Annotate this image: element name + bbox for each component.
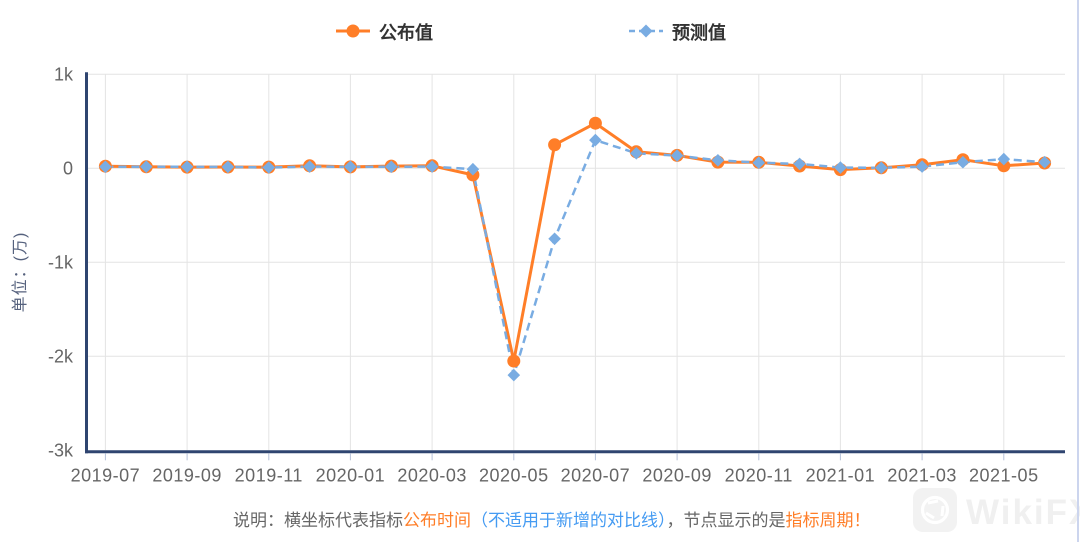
y-tick-label: 1k xyxy=(54,64,74,84)
x-tick-label: 2020-09 xyxy=(642,465,712,485)
forecast-point[interactable] xyxy=(548,232,561,246)
forecast-point[interactable] xyxy=(630,147,643,160)
footnote-prefix: 说明：横坐标代表指标 xyxy=(233,511,403,530)
footnote-publish-time: 公布时间 xyxy=(403,511,471,530)
x-tick-label: 2020-01 xyxy=(316,465,386,485)
x-tick-label: 2020-07 xyxy=(561,465,631,485)
forecast-point[interactable] xyxy=(875,161,888,175)
watermark-brand-text: WikiFX xyxy=(966,492,1080,532)
watermark: WikiFX xyxy=(912,487,1080,538)
published-point[interactable] xyxy=(997,159,1011,173)
forecast-series-marker-icon xyxy=(629,23,663,44)
footnote: 说明：横坐标代表指标公布时间（不适用于新增的对比线），节点显示的是指标周期！ xyxy=(233,509,871,533)
forecast-point[interactable] xyxy=(385,160,398,174)
x-tick-label: 2021-05 xyxy=(969,465,1039,485)
published-series-marker-icon xyxy=(336,23,370,44)
series-line-forecast xyxy=(105,138,1045,377)
forecast-point[interactable] xyxy=(670,149,684,162)
forecast-point[interactable] xyxy=(466,162,480,176)
footnote-parenthetical: （不适用于新增的对比线） xyxy=(471,511,667,530)
y-tick-label: 0 xyxy=(63,158,73,178)
published-point[interactable] xyxy=(507,354,521,368)
forecast-point[interactable] xyxy=(589,133,602,147)
forecast-point[interactable] xyxy=(99,160,112,174)
forecast-point[interactable] xyxy=(180,160,194,174)
published-point[interactable] xyxy=(548,138,562,152)
forecast-point[interactable] xyxy=(221,160,235,174)
forecast-point[interactable] xyxy=(1038,155,1051,169)
legend-item-forecast[interactable]: 预测值 xyxy=(629,21,726,45)
x-tick-label: 2020-05 xyxy=(479,465,549,485)
series-line-published xyxy=(105,121,1045,363)
forecast-point[interactable] xyxy=(303,160,316,173)
x-tick-label: 2019-07 xyxy=(71,465,141,485)
forecast-point[interactable] xyxy=(997,152,1011,166)
forecast-point[interactable] xyxy=(915,160,929,173)
footnote-indicator-period: 指标周期！ xyxy=(785,511,871,530)
forecast-point[interactable] xyxy=(262,161,276,174)
y-tick-label: -1k xyxy=(48,252,74,272)
x-tick-label: 2019-09 xyxy=(152,465,222,485)
x-tick-label: 2021-03 xyxy=(887,465,957,485)
legend-label-forecast: 预测值 xyxy=(672,23,726,43)
forecast-point[interactable] xyxy=(752,156,766,169)
forecast-point[interactable] xyxy=(140,160,153,173)
x-tick-label: 2021-01 xyxy=(806,465,876,485)
forecast-point[interactable] xyxy=(956,155,970,169)
x-tick-label: 2020-03 xyxy=(397,465,467,485)
x-tick-label: 2019-11 xyxy=(235,465,303,485)
y-tick-label: -2k xyxy=(48,346,74,366)
forecast-point[interactable] xyxy=(507,368,521,382)
forecast-point[interactable] xyxy=(425,160,439,173)
page-edge-line xyxy=(1077,0,1079,542)
published-point[interactable] xyxy=(588,116,602,130)
legend-label-published: 公布值 xyxy=(379,23,433,43)
forecast-point[interactable] xyxy=(711,154,725,167)
forecast-point[interactable] xyxy=(793,157,806,171)
forecast-point[interactable] xyxy=(834,161,847,174)
wikifx-logo-icon xyxy=(912,487,958,538)
footnote-middle: ，节点显示的是 xyxy=(666,511,786,530)
y-tick-label: -3k xyxy=(48,440,74,460)
x-tick-label: 2020-11 xyxy=(725,465,793,485)
legend-item-published[interactable]: 公布值 xyxy=(336,21,433,45)
forecast-point[interactable] xyxy=(344,160,357,174)
